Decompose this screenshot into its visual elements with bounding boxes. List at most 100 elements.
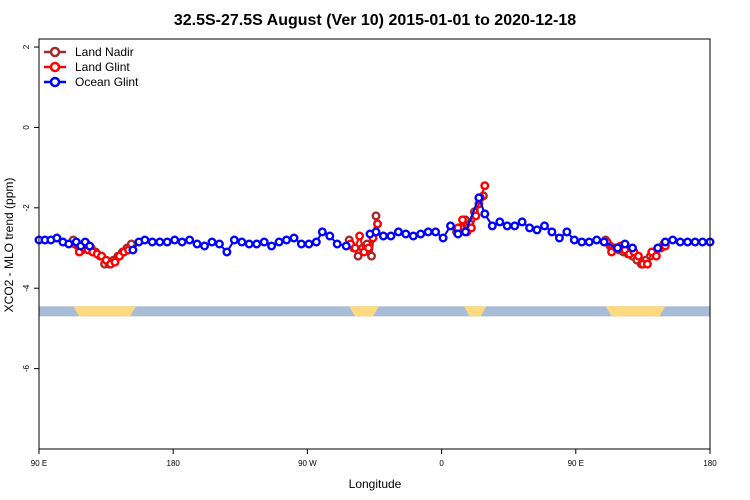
x-tick-label: 0 — [439, 459, 444, 468]
data-point — [461, 227, 471, 237]
data-point — [378, 231, 388, 241]
data-point — [651, 251, 661, 261]
data-point — [237, 237, 247, 247]
data-point — [162, 237, 172, 247]
data-point — [252, 239, 262, 249]
data-point — [613, 243, 623, 253]
data-point — [416, 229, 426, 239]
data-point — [259, 237, 269, 247]
data-point — [577, 237, 587, 247]
chart-title: 32.5S-27.5S August (Ver 10) 2015-01-01 t… — [174, 12, 576, 29]
land-span — [605, 306, 666, 317]
x-tick-label: 90 E — [31, 459, 47, 468]
land-span — [463, 306, 487, 317]
data-point — [480, 181, 490, 191]
data-point — [128, 245, 138, 255]
data-point — [592, 235, 602, 245]
y-tick-label: -4 — [22, 284, 31, 292]
data-point — [502, 221, 512, 231]
y-tick-label: 2 — [22, 44, 31, 49]
data-point — [620, 239, 630, 249]
data-point — [350, 243, 360, 253]
data-point — [633, 251, 643, 261]
data-point — [140, 235, 150, 245]
land-span — [349, 306, 379, 317]
data-point — [325, 231, 335, 241]
data-point — [438, 233, 448, 243]
data-point — [698, 237, 708, 247]
x-tick-label: 180 — [167, 459, 181, 468]
legend-swatch-marker — [49, 46, 61, 58]
data-point — [554, 233, 564, 243]
data-point — [690, 237, 700, 247]
data-point — [660, 237, 670, 247]
data-point — [296, 239, 306, 249]
series-ocean-glint — [34, 193, 715, 257]
data-point — [341, 241, 351, 251]
data-point — [222, 247, 232, 257]
x-tick-label: 90 E — [568, 459, 584, 468]
data-point — [244, 239, 254, 249]
series-layer — [34, 181, 715, 269]
x-tick-label: 90 W — [298, 459, 317, 468]
data-point — [185, 235, 195, 245]
data-point — [653, 243, 663, 253]
land-ocean-band — [39, 306, 710, 317]
data-point — [393, 227, 403, 237]
data-point — [267, 241, 277, 251]
data-point — [510, 221, 520, 231]
data-point — [458, 215, 468, 225]
data-point — [453, 229, 463, 239]
data-point — [110, 257, 120, 267]
legend-swatch-marker — [49, 76, 61, 88]
data-point — [311, 237, 321, 247]
data-point — [274, 237, 284, 247]
x-axis-label: Longitude — [349, 477, 402, 491]
data-point — [371, 211, 381, 221]
y-axis-label: XCO2 - MLO trend (ppm) — [2, 178, 16, 313]
data-point — [52, 233, 62, 243]
data-point — [207, 237, 217, 247]
data-point — [192, 239, 202, 249]
data-point — [85, 241, 95, 251]
data-point — [668, 235, 678, 245]
data-point — [364, 243, 374, 253]
data-point — [431, 227, 441, 237]
data-point — [540, 221, 550, 231]
data-point — [401, 229, 411, 239]
data-point — [480, 209, 490, 219]
legend-label: Land Glint — [75, 60, 130, 74]
data-point — [584, 237, 594, 247]
data-point — [170, 235, 180, 245]
data-point — [282, 235, 292, 245]
data-point — [147, 237, 157, 247]
data-point — [332, 239, 342, 249]
data-point — [487, 221, 497, 231]
data-point — [386, 231, 396, 241]
data-point — [214, 239, 224, 249]
legend-item: Land Nadir — [44, 45, 134, 59]
data-point — [353, 251, 363, 261]
legend-label: Ocean Glint — [75, 75, 139, 89]
legend-item: Ocean Glint — [44, 75, 139, 89]
data-point — [177, 237, 187, 247]
data-point — [371, 227, 381, 237]
y-tick-label: 0 — [22, 125, 31, 130]
y-tick-label: -2 — [22, 204, 31, 212]
data-point — [229, 235, 239, 245]
data-point — [683, 237, 693, 247]
data-point — [547, 227, 557, 237]
data-point — [367, 251, 377, 261]
data-point — [525, 223, 535, 233]
data-point — [355, 231, 365, 241]
data-point — [373, 219, 383, 229]
data-point — [517, 217, 527, 227]
data-point — [317, 227, 327, 237]
land-span — [73, 306, 136, 317]
legend-label: Land Nadir — [75, 45, 134, 59]
axes: 90 E 180 90 W 0 90 E 180 2 0 -2 -4 -6 — [22, 38, 717, 468]
data-point — [495, 217, 505, 227]
data-point — [532, 225, 542, 235]
data-point — [562, 227, 572, 237]
data-point — [64, 239, 74, 249]
